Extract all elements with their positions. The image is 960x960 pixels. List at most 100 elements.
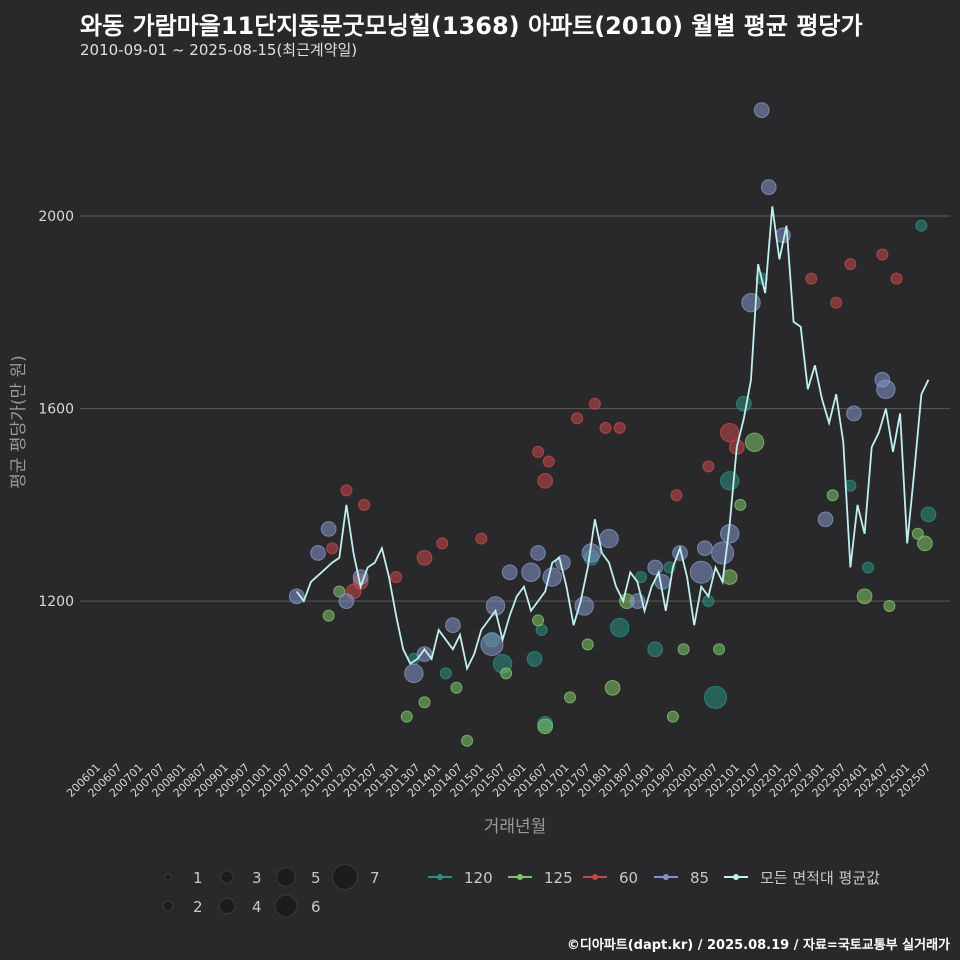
data-point-85 bbox=[338, 593, 355, 609]
data-point-85 bbox=[530, 545, 546, 561]
data-point-125 bbox=[826, 489, 839, 502]
data-point-125 bbox=[461, 734, 474, 747]
data-point-60 bbox=[805, 272, 818, 285]
y-axis-label: 평균 평당가(만 원) bbox=[9, 355, 29, 489]
data-point-85 bbox=[760, 179, 777, 196]
x-axis-label: 거래년월 bbox=[484, 817, 547, 837]
legend-series-label: 125 bbox=[544, 869, 573, 887]
data-point-85 bbox=[846, 405, 862, 422]
data-point-85 bbox=[711, 541, 735, 565]
source-credit: ©디아파트(dapt.kr) / 2025.08.19 / 자료=국토교통부 실… bbox=[566, 938, 950, 953]
data-point-85 bbox=[310, 545, 326, 561]
data-point-120 bbox=[862, 561, 875, 574]
data-point-60 bbox=[542, 455, 555, 468]
data-point-85 bbox=[320, 521, 337, 537]
data-point-85 bbox=[542, 567, 562, 587]
data-point-60 bbox=[720, 422, 740, 443]
legend-size-marker bbox=[164, 873, 172, 881]
average-line bbox=[295, 206, 930, 672]
data-point-120 bbox=[634, 571, 647, 584]
data-point-85 bbox=[404, 663, 424, 684]
data-point-125 bbox=[322, 609, 335, 622]
data-point-125 bbox=[537, 718, 554, 735]
legend-series-dot bbox=[517, 874, 523, 880]
data-point-125 bbox=[734, 498, 747, 511]
data-point-60 bbox=[416, 549, 433, 566]
legend-series-dot bbox=[733, 874, 739, 880]
data-point-85 bbox=[753, 102, 770, 118]
data-point-125 bbox=[666, 710, 679, 723]
data-point-85 bbox=[485, 596, 506, 616]
data-point-85 bbox=[689, 560, 713, 584]
data-point-60 bbox=[876, 248, 889, 261]
data-point-60 bbox=[326, 542, 339, 555]
data-point-125 bbox=[744, 432, 765, 452]
data-point-125 bbox=[677, 643, 690, 656]
data-point-120 bbox=[647, 641, 664, 658]
data-point-125 bbox=[911, 527, 924, 540]
data-point-85 bbox=[647, 559, 664, 576]
data-point-120 bbox=[439, 667, 452, 680]
data-point-125 bbox=[604, 679, 621, 696]
legend-size-marker bbox=[162, 900, 174, 912]
y-tick-label: 1200 bbox=[38, 594, 74, 610]
data-point-120 bbox=[915, 219, 928, 232]
data-point-85 bbox=[817, 511, 834, 528]
legend-series-label: 120 bbox=[464, 869, 493, 887]
data-point-85 bbox=[876, 379, 896, 400]
data-point-125 bbox=[713, 643, 726, 656]
data-point-120 bbox=[736, 395, 752, 412]
data-point-85 bbox=[416, 646, 433, 662]
data-point-85 bbox=[480, 632, 504, 657]
data-point-60 bbox=[890, 272, 903, 285]
legend-size-label: 3 bbox=[252, 869, 262, 887]
data-point-125 bbox=[581, 638, 594, 651]
data-point-85 bbox=[697, 540, 713, 557]
chart-subtitle: 2010-09-01 ~ 2025-08-15(최근계약일) bbox=[80, 41, 358, 59]
data-point-125 bbox=[418, 696, 431, 709]
legend-size-label: 6 bbox=[311, 898, 321, 916]
data-point-85 bbox=[501, 564, 518, 581]
data-point-60 bbox=[532, 445, 545, 458]
y-axis-ticks: 1200 1600 2000 bbox=[38, 209, 74, 610]
data-point-85 bbox=[445, 617, 461, 634]
y-tick-label: 1600 bbox=[38, 402, 74, 418]
data-point-60 bbox=[537, 472, 554, 489]
legend-series-label: 모든 면적대 평균값 bbox=[760, 869, 880, 887]
data-point-125 bbox=[532, 614, 545, 627]
data-point-60 bbox=[340, 484, 353, 497]
legend-size-marker bbox=[218, 897, 236, 915]
data-point-85 bbox=[288, 588, 305, 605]
data-point-60 bbox=[702, 460, 715, 473]
data-point-125 bbox=[883, 599, 896, 612]
data-point-60 bbox=[358, 498, 371, 511]
legend-series-label: 85 bbox=[690, 869, 709, 887]
legend-size-label: 7 bbox=[370, 869, 380, 887]
data-point-60 bbox=[613, 421, 626, 434]
y-tick-label: 2000 bbox=[38, 209, 74, 225]
legend-size-marker bbox=[220, 870, 234, 884]
data-point-60 bbox=[588, 397, 601, 410]
data-point-125 bbox=[917, 535, 933, 552]
data-point-125 bbox=[333, 585, 346, 598]
data-point-125 bbox=[500, 667, 513, 680]
legend-size-marker bbox=[331, 863, 359, 891]
grid-layer bbox=[80, 215, 950, 602]
data-point-60 bbox=[830, 296, 843, 309]
data-point-125 bbox=[450, 681, 463, 694]
legend-series-label: 60 bbox=[619, 869, 638, 887]
legend-size-label: 1 bbox=[193, 869, 203, 887]
data-point-120 bbox=[703, 685, 728, 709]
scatter-points bbox=[288, 102, 937, 747]
data-point-120 bbox=[526, 651, 543, 667]
data-point-85 bbox=[599, 528, 619, 549]
data-point-60 bbox=[436, 537, 449, 550]
data-point-120 bbox=[609, 617, 630, 638]
data-point-125 bbox=[564, 691, 577, 704]
average-line-layer bbox=[295, 206, 930, 672]
data-point-60 bbox=[599, 421, 612, 434]
data-point-85 bbox=[741, 292, 761, 313]
data-point-125 bbox=[400, 710, 413, 723]
data-point-120 bbox=[720, 471, 740, 491]
data-point-85 bbox=[574, 596, 594, 616]
